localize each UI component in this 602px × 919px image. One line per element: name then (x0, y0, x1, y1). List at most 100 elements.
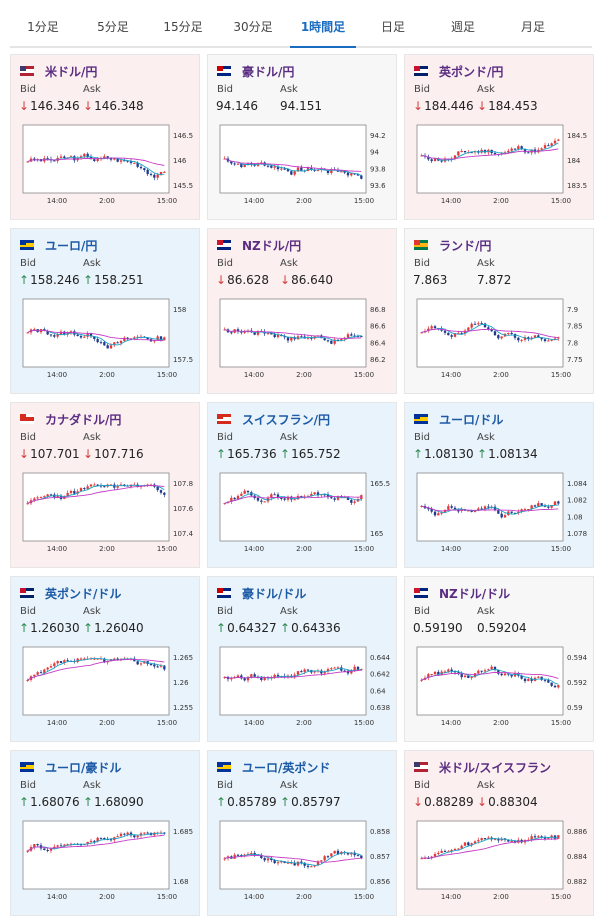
y-tick-label: 146 (173, 157, 187, 165)
tab-timeframe[interactable]: 1時間足 (290, 8, 356, 48)
y-tick-label: 1.68 (173, 878, 189, 886)
moving-average-short (27, 329, 165, 346)
rate-card[interactable]: ユーロ/豪ドル Bid Ask ↑1.68076 ↑1.68090 1.685 1.68 14… (10, 750, 200, 916)
arrow-up-icon: ↑ (19, 621, 30, 635)
x-tick-label: 2:00 (296, 197, 312, 205)
tab-timeframe[interactable]: 月足 (520, 20, 545, 34)
price-chart[interactable]: 158 157.5 14:00 2:00 15:00 (17, 295, 194, 389)
currency-pair-link[interactable]: NZドル/円 (242, 239, 302, 253)
y-tick-label: 165.5 (370, 480, 390, 488)
rate-card[interactable]: 豪ドル/ドル Bid Ask ↑0.64327 ↑0.64336 0.644 0.642 0.… (207, 576, 397, 742)
bid-value: 7.863 (413, 273, 447, 287)
currency-pair-link[interactable]: 英ポンド/ドル (45, 587, 122, 601)
candle-body (109, 345, 113, 349)
tab-timeframe[interactable]: 1分足 (27, 20, 59, 34)
candle-body (310, 337, 313, 339)
price-chart[interactable]: 1.084 1.082 1.08 1.078 14:00 2:00 15:00 (411, 469, 588, 563)
currency-pair-link[interactable]: ユーロ/英ポンド (242, 761, 331, 775)
ask-value-text: 1.26040 (94, 621, 144, 635)
rate-card[interactable]: カナダドル/円 Bid Ask ↓107.701 ↓107.716 107.8 107.6 1… (10, 402, 200, 568)
x-tick-label: 14:00 (47, 545, 67, 553)
rate-card[interactable]: スイスフラン/円 Bid Ask ↑165.736 ↑165.752 165.5 165 14… (207, 402, 397, 568)
candle-body (343, 171, 346, 173)
candle-body (253, 674, 256, 677)
price-chart[interactable]: 1.265 1.26 1.255 14:00 2:00 15:00 (17, 643, 194, 737)
tab-timeframe[interactable]: 5分足 (97, 20, 129, 34)
x-tick-label: 15:00 (551, 371, 571, 379)
candle-body (360, 336, 363, 338)
candle-body (437, 852, 440, 854)
currency-pair-link[interactable]: 英ポンド/円 (439, 65, 504, 79)
candle-body (43, 669, 46, 673)
candle-body (83, 658, 86, 660)
rate-card[interactable]: ユーロ/円 Bid Ask ↑158.246 ↑158.251 158 157.5 14:00… (10, 228, 200, 394)
currency-pair-link[interactable]: スイスフラン/円 (242, 413, 331, 427)
candle-body (503, 152, 507, 154)
price-chart[interactable]: 184.5 184 183.5 14:00 2:00 15:00 (411, 121, 588, 215)
candle-body (487, 506, 490, 508)
candle-body (236, 854, 240, 856)
y-tick-label: 1.082 (567, 497, 587, 505)
candle-body (236, 675, 240, 678)
y-tick-label: 158 (173, 306, 186, 314)
candle-body (123, 337, 126, 341)
currency-pair-link[interactable]: ユーロ/豪ドル (45, 761, 122, 775)
rate-card[interactable]: 米ドル/円 Bid Ask ↓146.346 ↓146.348 146.5 146 145.5… (10, 54, 200, 220)
price-chart[interactable]: 86.8 86.6 86.4 86.2 14:00 2:00 15:00 (214, 295, 391, 389)
rate-card[interactable]: NZドル/円 Bid Ask ↓86.628 ↓86.640 86.8 86.6 86.4 86… (207, 228, 397, 394)
currency-flag-icon (20, 588, 34, 598)
candle-body (133, 162, 136, 164)
ask-label: Ask (477, 84, 495, 95)
price-chart[interactable]: 0.644 0.642 0.64 0.638 14:00 2:00 15:00 (214, 643, 391, 737)
price-chart[interactable]: 0.594 0.592 0.59 14:00 2:00 15:00 (411, 643, 588, 737)
x-tick-label: 2:00 (99, 719, 115, 727)
currency-pair-link[interactable]: ランド/円 (439, 239, 492, 253)
currency-pair-link[interactable]: 米ドル/円 (45, 65, 98, 79)
price-chart[interactable]: 1.685 1.68 14:00 2:00 15:00 (17, 817, 194, 911)
price-chart[interactable]: 94.2 94 93.8 93.6 14:00 2:00 15:00 (214, 121, 391, 215)
tab-timeframe[interactable]: 日足 (380, 20, 405, 34)
rate-card[interactable]: 英ポンド/円 Bid Ask ↓184.446 ↓184.453 184.5 184 183.… (404, 54, 594, 220)
price-chart[interactable]: 165.5 165 14:00 2:00 15:00 (214, 469, 391, 563)
currency-pair-link[interactable]: 豪ドル/ドル (242, 587, 307, 601)
price-chart[interactable]: 0.886 0.884 0.882 14:00 2:00 15:00 (411, 817, 588, 911)
candle-body (323, 338, 326, 341)
price-chart[interactable]: 107.8 107.6 107.4 14:00 2:00 15:00 (17, 469, 194, 563)
rate-card[interactable]: NZドル/ドル Bid Ask 0.59190 0.59204 0.594 0.592 0.5… (404, 576, 594, 742)
tab-timeframe[interactable]: 15分足 (163, 20, 203, 34)
ask-value: 7.872 (477, 273, 511, 287)
currency-pair-link[interactable]: ユーロ/ドル (439, 413, 504, 427)
price-chart[interactable]: 7.9 7.85 7.8 7.75 14:00 2:00 15:00 (411, 295, 588, 389)
price-chart[interactable]: 146.5 146 145.5 14:00 2:00 15:00 (17, 121, 194, 215)
candle-body (483, 149, 487, 153)
moving-average-long (224, 328, 362, 339)
rate-card[interactable]: 米ドル/スイスフラン Bid Ask ↓0.88289 ↓0.88304 0.886 0.8… (404, 750, 594, 916)
currency-pair-link[interactable]: 豪ドル/円 (242, 65, 295, 79)
candle-body (143, 832, 146, 834)
rate-card[interactable]: ユーロ/ドル Bid Ask ↑1.08130 ↑1.08134 1.084 1.082 1.… (404, 402, 594, 568)
currency-pair-link[interactable]: NZドル/ドル (439, 587, 511, 601)
y-tick-label: 0.856 (370, 878, 391, 886)
ask-label: Ask (280, 780, 298, 791)
currency-pair-link[interactable]: ユーロ/円 (45, 239, 98, 253)
tab-timeframe[interactable]: 30分足 (233, 20, 273, 34)
y-tick-label: 7.85 (567, 323, 583, 331)
tab-timeframe[interactable]: 週足 (450, 20, 475, 34)
currency-pair-link[interactable]: 米ドル/スイスフラン (439, 761, 552, 775)
rate-card[interactable]: 豪ドル/円 Bid Ask 94.146 94.151 94.2 94 93.8 93.6 14:… (207, 54, 397, 220)
candle-body (273, 166, 276, 168)
price-chart[interactable]: 0.858 0.857 0.856 14:00 2:00 15:00 (214, 817, 391, 911)
rate-card[interactable]: ランド/円 Bid Ask 7.863 7.872 7.9 7.85 7.8 7.75 14:00… (404, 228, 594, 394)
rate-card[interactable]: ユーロ/英ポンド Bid Ask ↑0.85789 ↑0.85797 0.858 0.857… (207, 750, 397, 916)
candle-body (480, 508, 483, 510)
candle-body (460, 845, 463, 849)
currency-pair-link[interactable]: カナダドル/円 (45, 413, 122, 427)
candle-body (487, 837, 490, 839)
currency-flag-icon (20, 414, 34, 424)
candle-body (330, 668, 333, 670)
candle-body (520, 339, 523, 341)
candle-body (523, 337, 527, 340)
rate-card[interactable]: 英ポンド/ドル Bid Ask ↑1.26030 ↑1.26040 1.265 1.26 1.… (10, 576, 200, 742)
candle-body (89, 484, 93, 487)
candle-body (46, 850, 49, 852)
